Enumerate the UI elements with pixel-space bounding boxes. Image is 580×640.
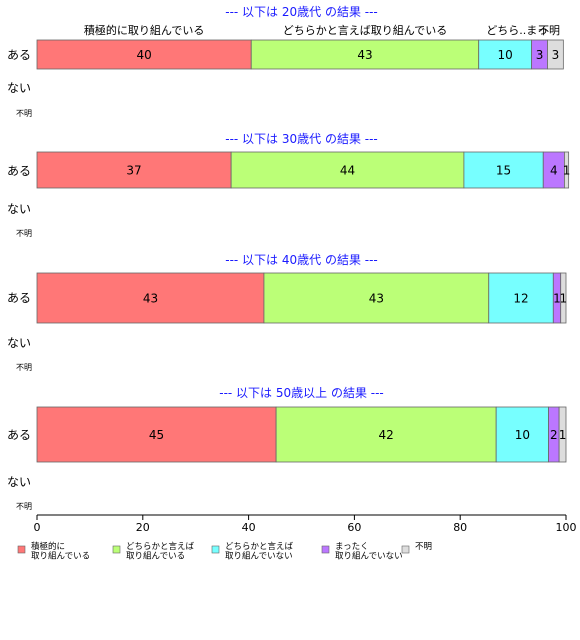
legend-label: 取り組んでいる bbox=[126, 551, 185, 562]
row-label: ある bbox=[7, 164, 31, 178]
bar-value-label: 42 bbox=[378, 428, 393, 442]
x-tick-label: 0 bbox=[34, 521, 41, 534]
row-label: ない bbox=[7, 336, 31, 350]
legend-label: どちらかと言えば bbox=[225, 541, 294, 552]
x-tick-label: 20 bbox=[136, 521, 150, 534]
legend-swatch bbox=[17, 545, 26, 554]
bar-segment bbox=[564, 151, 570, 189]
bar-value-label: 1 bbox=[559, 428, 567, 442]
row-label: ない bbox=[7, 475, 31, 489]
row-label: ある bbox=[7, 48, 31, 62]
legend-label: どちらかと言えば bbox=[126, 541, 195, 552]
bar-segment bbox=[250, 39, 480, 70]
x-tick-label: 100 bbox=[556, 521, 577, 534]
bar-value-label: 37 bbox=[126, 164, 141, 178]
bar-value-label: 43 bbox=[143, 292, 158, 306]
bar-value-label: 43 bbox=[369, 292, 384, 306]
top-category-label: 積極的に取り組んでいる bbox=[84, 23, 204, 37]
panel-title: --- 以下は 30歳代 の結果 --- bbox=[225, 132, 378, 146]
bar-segment bbox=[263, 272, 490, 324]
legend-label: 取り組んでいる bbox=[31, 551, 90, 562]
x-tick-label: 40 bbox=[242, 521, 256, 534]
bar-value-label: 1 bbox=[563, 164, 571, 178]
row-label: 不明 bbox=[16, 363, 32, 372]
bar-value-label: 45 bbox=[149, 428, 164, 442]
bar-segment bbox=[558, 406, 567, 463]
top-category-label: 不明 bbox=[538, 24, 560, 37]
bar-value-label: 3 bbox=[536, 48, 544, 62]
panel-title: --- 以下は 50歳以上 の結果 --- bbox=[219, 386, 384, 400]
bar-segment bbox=[463, 151, 544, 189]
bar-segment bbox=[560, 272, 567, 324]
bar-segment bbox=[495, 406, 549, 463]
x-tick-label: 60 bbox=[347, 521, 361, 534]
row-label: 不明 bbox=[16, 109, 32, 118]
bar-segment bbox=[547, 39, 564, 70]
bar-value-label: 2 bbox=[550, 428, 558, 442]
row-label: ない bbox=[7, 202, 31, 216]
bar-value-label: 10 bbox=[498, 48, 513, 62]
top-category-label: どちら..まっ bbox=[486, 24, 548, 37]
bar-segment bbox=[275, 406, 497, 463]
bar-segment bbox=[230, 151, 465, 189]
row-label: ない bbox=[7, 81, 31, 95]
bar-value-label: 44 bbox=[340, 164, 355, 178]
row-label: ある bbox=[7, 428, 31, 442]
bar-value-label: 3 bbox=[552, 48, 560, 62]
legend-label: 積極的に bbox=[31, 541, 65, 552]
row-label: 不明 bbox=[16, 229, 32, 238]
legend-swatch bbox=[321, 545, 330, 554]
legend-swatch bbox=[401, 545, 410, 554]
bar-value-label: 15 bbox=[496, 164, 511, 178]
top-category-label: どちらかと言えば取り組んでいる bbox=[283, 24, 447, 37]
panel-title: --- 以下は 20歳代 の結果 --- bbox=[225, 5, 378, 19]
bar-value-label: 43 bbox=[357, 48, 372, 62]
bar-segment bbox=[36, 272, 265, 324]
row-label: 不明 bbox=[16, 502, 32, 511]
bar-segment bbox=[36, 151, 232, 189]
bar-value-label: 4 bbox=[550, 164, 558, 178]
legend-label: 取り組んでいない bbox=[225, 551, 293, 562]
bar-value-label: 1 bbox=[553, 292, 561, 306]
bar-value-label: 40 bbox=[136, 48, 151, 62]
bar-segment bbox=[36, 406, 277, 463]
legend-swatch bbox=[112, 545, 121, 554]
legend-label: 取り組んでいない bbox=[335, 551, 403, 562]
panel-title: --- 以下は 40歳代 の結果 --- bbox=[225, 253, 378, 267]
legend-label: 不明 bbox=[415, 542, 432, 552]
legend-swatch bbox=[211, 545, 220, 554]
bar-value-label: 10 bbox=[515, 428, 530, 442]
x-tick-label: 80 bbox=[453, 521, 467, 534]
legend-label: まったく bbox=[335, 542, 369, 552]
bar-value-label: 1 bbox=[560, 292, 568, 306]
row-label: ある bbox=[7, 291, 31, 305]
bar-value-label: 12 bbox=[513, 292, 528, 306]
